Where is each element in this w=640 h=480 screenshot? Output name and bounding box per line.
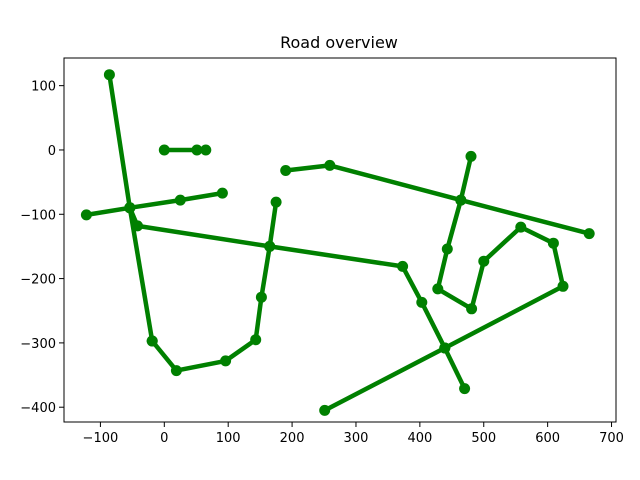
y-tick-label: −200 (20, 273, 56, 288)
y-tick-label: 100 (31, 80, 56, 95)
x-tick-label: 0 (160, 431, 168, 446)
road-point-5-1 (324, 159, 336, 171)
chart-title: Road overview (280, 33, 398, 52)
y-tick-label: 0 (48, 144, 56, 159)
road-point-2-2 (132, 220, 143, 232)
x-tick-label: 200 (280, 431, 305, 446)
road-point-3-1 (170, 365, 182, 377)
road-point-3-4 (255, 291, 267, 303)
x-tick-label: 100 (216, 431, 241, 446)
road-point-6-8 (557, 280, 569, 292)
road-point-1-2 (174, 194, 186, 206)
road-point-3-2 (220, 355, 232, 367)
x-tick-label: 600 (535, 431, 560, 446)
plot-area (63, 57, 617, 423)
road-point-6-4 (466, 303, 478, 315)
road-point-2-0 (103, 69, 115, 81)
y-tick-label: −100 (20, 208, 56, 223)
road-point-6-5 (478, 255, 490, 267)
road-line-1 (86, 190, 223, 218)
road-point-6-2 (441, 243, 453, 255)
road-point-3-5 (264, 240, 276, 252)
road-point-1-3 (216, 187, 228, 199)
road-point-1-0 (80, 209, 92, 221)
road-point-5-0 (280, 165, 292, 176)
road-point-6-10 (319, 404, 331, 416)
road-point-6-1 (455, 194, 467, 206)
road-point-3-6 (270, 196, 282, 208)
road-point-4-0 (124, 202, 136, 214)
x-tick-label: 700 (599, 431, 624, 446)
plot-markers (80, 69, 595, 416)
road-point-0-2 (200, 144, 212, 156)
plot-lines (86, 74, 590, 413)
road-line-4 (127, 207, 155, 342)
road-point-6-3 (432, 283, 444, 295)
road-line-3 (150, 201, 279, 373)
road-line-5 (285, 163, 590, 236)
road-point-5-3 (583, 228, 595, 240)
x-tick-label: 400 (407, 431, 432, 446)
road-point-2-5 (416, 296, 428, 308)
x-tick-label: 300 (344, 431, 369, 446)
road-point-2-7 (459, 383, 471, 395)
road-point-6-0 (465, 150, 477, 162)
road-point-0-1 (191, 144, 203, 156)
road-point-6-7 (547, 237, 559, 249)
road-point-4-1 (146, 335, 158, 347)
x-axis: −100 0 100 200 300 400 500 600 700 (83, 422, 624, 446)
x-tick-label: −100 (83, 431, 119, 446)
y-axis: 100 0 −100 −200 −300 −400 (20, 80, 64, 416)
x-tick-label: 500 (471, 431, 496, 446)
road-point-6-6 (515, 221, 527, 233)
road-point-0-0 (158, 144, 170, 156)
y-tick-label: −400 (20, 401, 56, 416)
road-line-2 (107, 74, 467, 390)
road-point-2-4 (397, 260, 409, 272)
road-point-6-9 (439, 342, 451, 354)
y-tick-label: −300 (20, 337, 56, 352)
road-point-3-3 (250, 334, 262, 346)
